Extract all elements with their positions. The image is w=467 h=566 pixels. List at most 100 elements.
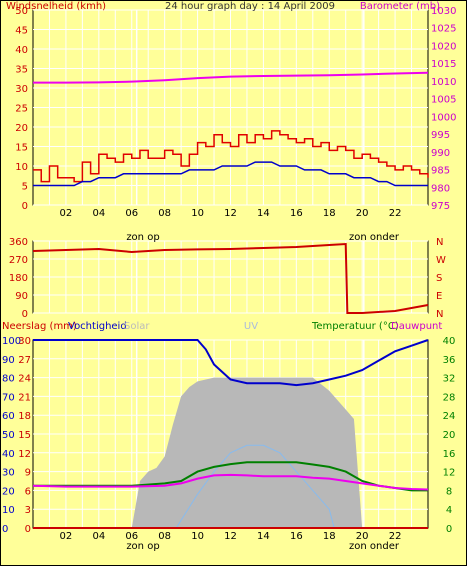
rain-tick-label: 12 [18,449,31,460]
temperature-tick-label: 12 [443,468,456,479]
barometer-tick-label: 1010 [431,77,456,88]
barometer-tick-label: 980 [431,183,450,194]
rain-tick-label: 21 [18,392,31,403]
temperature-tick-label: 40 [443,336,456,347]
wind-axis-label: Windsnelheid (kmh) [6,1,106,12]
wind-tick-label: 15 [15,143,28,154]
humidity-tick-label: 30 [2,468,15,479]
hour-tick-label: 02 [60,208,73,219]
hour-tick-label: 12 [224,208,237,219]
wind-tick-label: 0 [22,201,28,212]
chart-title: 24 hour graph day : 14 April 2009 [165,1,335,12]
hour-tick-label: 06 [125,531,138,542]
barometer-tick-label: 975 [431,201,450,212]
hour-tick-label: 12 [224,531,237,542]
barometer-tick-label: 1020 [431,41,456,52]
sunrise-label-bottom: zon op [126,541,159,552]
temperature-tick-label: 20 [443,430,456,441]
hour-tick-label: 06 [125,208,138,219]
barometer-tick-label: 1025 [431,24,456,35]
temperature-tick-label: 32 [443,374,456,385]
wind-tick-label: 35 [15,65,28,76]
rain-axis-label: Neerslag (mm) [2,321,77,332]
hour-tick-label: 08 [158,208,171,219]
compass-tick-label: N [436,237,443,248]
barometer-line [33,71,429,84]
wind-direction-line [32,242,429,314]
direction-tick-label: 0 [22,309,28,320]
hour-tick-label: 04 [92,531,105,542]
hour-tick-label: 04 [92,208,105,219]
temperature-tick-label: 24 [443,411,456,422]
humidity-tick-label: 50 [2,430,15,441]
compass-tick-label: S [436,273,442,284]
sunrise-label-top: zon op [126,232,159,243]
rain-tick-label: 3 [25,505,31,516]
rain-tick-label: 9 [25,468,31,479]
direction-tick-label: 90 [15,291,28,302]
wind-tick-label: 50 [15,6,28,17]
hour-tick-label: 08 [158,531,171,542]
humidity-axis-label: Vochtigheid [68,321,127,332]
humidity-tick-label: 20 [2,486,15,497]
hour-tick-label: 14 [257,531,270,542]
compass-tick-label: N [436,309,443,320]
temperature-tick-label: 36 [443,355,456,366]
dewpoint-line [32,473,429,491]
humidity-tick-label: 0 [2,524,8,535]
barometer-tick-label: 1015 [431,59,456,70]
direction-tick-label: 360 [9,237,28,248]
wind-tick-label: 40 [15,45,28,56]
rain-tick-label: 18 [18,411,31,422]
barometer-tick-label: 1030 [431,6,456,17]
barometer-tick-label: 1000 [431,112,456,123]
sunset-label-top: zon onder [349,232,400,243]
wind-gust-line [33,130,429,183]
direction-tick-label: 180 [9,273,28,284]
hour-tick-label: 16 [290,531,303,542]
uv-line [33,444,428,529]
hour-tick-label: 10 [191,208,204,219]
humidity-tick-label: 80 [2,374,15,385]
rain-tick-label: 15 [18,430,31,441]
humidity-tick-label: 10 [2,505,15,516]
hour-tick-label: 10 [191,531,204,542]
temperature-tick-label: 16 [443,449,456,460]
compass-tick-label: E [436,291,442,302]
wind-tick-label: 30 [15,84,28,95]
dewpoint-axis-label: Dauwpunt [391,321,442,332]
uv-axis-label: UV [244,321,258,332]
hour-tick-label: 22 [389,531,402,542]
temperature-tick-label: 4 [446,505,452,516]
temperature-axis-label: Temperatuur (°C) [311,321,399,332]
humidity-tick-label: 40 [2,449,15,460]
humidity-tick-label: 90 [2,355,15,366]
barometer-tick-label: 995 [431,130,450,141]
hour-tick-label: 22 [389,208,402,219]
hour-tick-label: 20 [356,531,369,542]
series-layer [32,71,429,529]
rain-tick-label: 24 [18,374,31,385]
hour-tick-label: 20 [356,208,369,219]
rain-tick-label: 0 [25,524,31,535]
wind-tick-label: 25 [15,104,28,115]
wind-tick-label: 10 [15,162,28,173]
wind-tick-label: 5 [22,182,28,193]
sunset-label-bottom: zon onder [349,541,400,552]
rain-tick-label: 30 [18,336,31,347]
humidity-tick-label: 70 [2,392,15,403]
humidity-tick-label: 100 [2,336,21,347]
hour-tick-label: 18 [323,208,336,219]
rain-tick-label: 27 [18,355,31,366]
temperature-tick-label: 0 [446,524,452,535]
compass-tick-label: W [436,255,446,266]
wind-tick-label: 20 [15,123,28,134]
barometer-axis-label: Barometer (mb) [360,1,440,12]
barometer-tick-label: 990 [431,148,450,159]
wind-average-line [33,161,428,187]
barometer-tick-label: 1005 [431,95,456,106]
humidity-tick-label: 60 [2,411,15,422]
solar-axis-label: Solar [124,321,150,332]
